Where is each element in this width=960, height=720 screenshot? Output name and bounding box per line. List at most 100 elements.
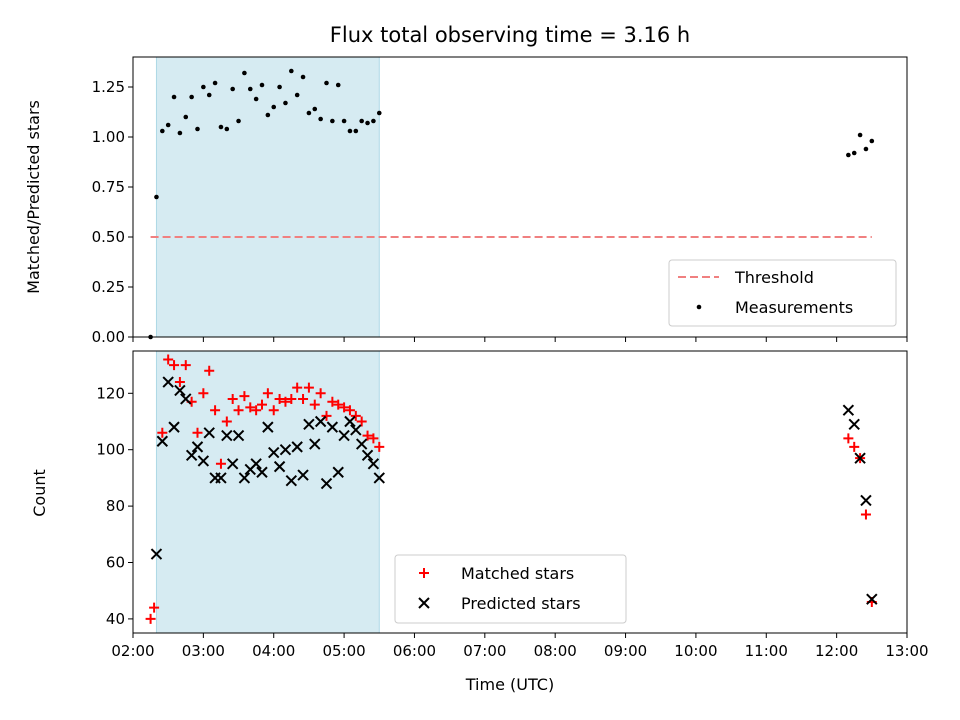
predicted-star-point — [303, 418, 315, 431]
predicted-star-point — [197, 455, 210, 467]
matched-star-point — [315, 388, 326, 399]
matched-star-point — [368, 433, 379, 444]
predicted-star-point — [314, 415, 327, 428]
bottom-legend — [394, 554, 627, 624]
bottom-y-tick-label: 100 — [96, 441, 125, 459]
predicted-star-point — [215, 472, 227, 484]
measurement-point — [365, 120, 370, 126]
predicted-star-point — [854, 452, 866, 464]
top-axes-frame — [132, 56, 908, 338]
matched-star-point — [163, 354, 174, 365]
x-tick-label: 05:00 — [322, 642, 365, 660]
measurement-point — [869, 138, 875, 144]
matched-star-point — [860, 509, 871, 520]
matched-star-point — [149, 602, 160, 613]
predicted-star-point — [291, 441, 303, 453]
predicted-star-point — [326, 421, 339, 433]
top-y-tick-label: 0.75 — [92, 178, 125, 196]
matched-star-point — [309, 399, 320, 410]
measurement-point — [224, 126, 230, 132]
measurement-point — [154, 194, 159, 200]
predicted-star-point — [156, 435, 169, 447]
top-y-axis-label: Matched/Predicted stars — [24, 100, 43, 294]
x-tick-label: 03:00 — [182, 642, 225, 660]
matched-star-point — [257, 399, 267, 410]
measurement-point — [359, 118, 364, 124]
matched-star-point — [356, 416, 367, 427]
predicted-star-point — [361, 449, 374, 462]
legend-predicted-swatch — [418, 597, 430, 609]
predicted-star-point — [860, 494, 872, 507]
matched-star-point — [157, 427, 168, 438]
matched-star-point — [274, 393, 285, 404]
measurement-point — [271, 104, 277, 110]
matched-star-point — [227, 393, 238, 404]
x-tick-label: 12:00 — [815, 642, 858, 660]
predicted-star-point — [332, 466, 344, 478]
measurement-point — [289, 68, 294, 74]
matched-star-point — [303, 382, 314, 393]
predicted-star-point — [350, 424, 362, 436]
measurement-point — [230, 86, 235, 92]
predicted-star-point — [355, 438, 368, 450]
matched-star-point — [204, 365, 215, 376]
measurement-point — [265, 112, 271, 118]
predicted-star-point — [309, 438, 321, 450]
measurement-point — [376, 110, 382, 116]
x-tick-label: 07:00 — [463, 642, 506, 660]
measurement-point — [218, 124, 224, 130]
x-axis-label: Time (UTC) — [465, 675, 554, 694]
matched-star-point — [280, 396, 291, 407]
measurement-point — [201, 84, 206, 90]
matched-star-point — [239, 391, 250, 402]
measurement-point — [312, 106, 318, 112]
predicted-star-point — [232, 429, 245, 442]
matched-star-point — [251, 405, 262, 416]
measurement-point — [283, 100, 288, 106]
measurement-point — [242, 70, 247, 76]
measurement-point — [160, 128, 165, 134]
predicted-star-point — [866, 593, 878, 605]
matched-star-point — [350, 410, 361, 421]
matched-star-point — [145, 613, 156, 624]
legend-measurements-label: Measurements — [735, 298, 853, 317]
predicted-star-point — [273, 460, 286, 473]
measurement-point — [177, 130, 183, 136]
x-tick-label: 10:00 — [674, 642, 717, 660]
predicted-star-point — [238, 472, 251, 484]
legend-threshold-label: Threshold — [734, 268, 814, 287]
matched-star-point — [292, 382, 303, 393]
matched-star-point — [174, 377, 185, 388]
predicted-star-point — [279, 443, 292, 456]
predicted-star-point — [262, 421, 274, 433]
legend-predicted-label: Predicted stars — [461, 594, 581, 613]
matched-star-point — [180, 360, 191, 371]
predicted-star-point — [338, 429, 350, 442]
predicted-star-point — [285, 475, 298, 487]
legend-matched-label: Matched stars — [461, 564, 574, 583]
matched-star-point — [268, 405, 279, 416]
legend-measurements-swatch — [696, 304, 702, 310]
measurement-point — [294, 92, 300, 98]
measurement-point — [165, 122, 171, 128]
x-tick-label: 13:00 — [885, 642, 928, 660]
predicted-star-point — [180, 393, 192, 405]
bottom-axes-frame — [132, 350, 908, 634]
measurement-point — [863, 146, 869, 152]
matched-star-point — [215, 458, 226, 469]
predicted-star-point — [848, 418, 860, 431]
measurement-point — [353, 128, 359, 134]
predicted-star-point — [221, 429, 233, 442]
matched-star-point — [198, 388, 209, 399]
top-y-tick-label: 0.00 — [92, 328, 125, 346]
measurement-point — [318, 116, 323, 122]
matched-star-point — [298, 393, 309, 404]
matched-star-point — [374, 441, 385, 452]
measurement-point — [306, 110, 312, 116]
measurement-point — [857, 132, 863, 138]
measurement-point — [236, 118, 241, 124]
bottom-y-tick-label: 120 — [96, 384, 125, 402]
predicted-star-point — [256, 466, 268, 478]
measurement-point — [341, 118, 347, 124]
